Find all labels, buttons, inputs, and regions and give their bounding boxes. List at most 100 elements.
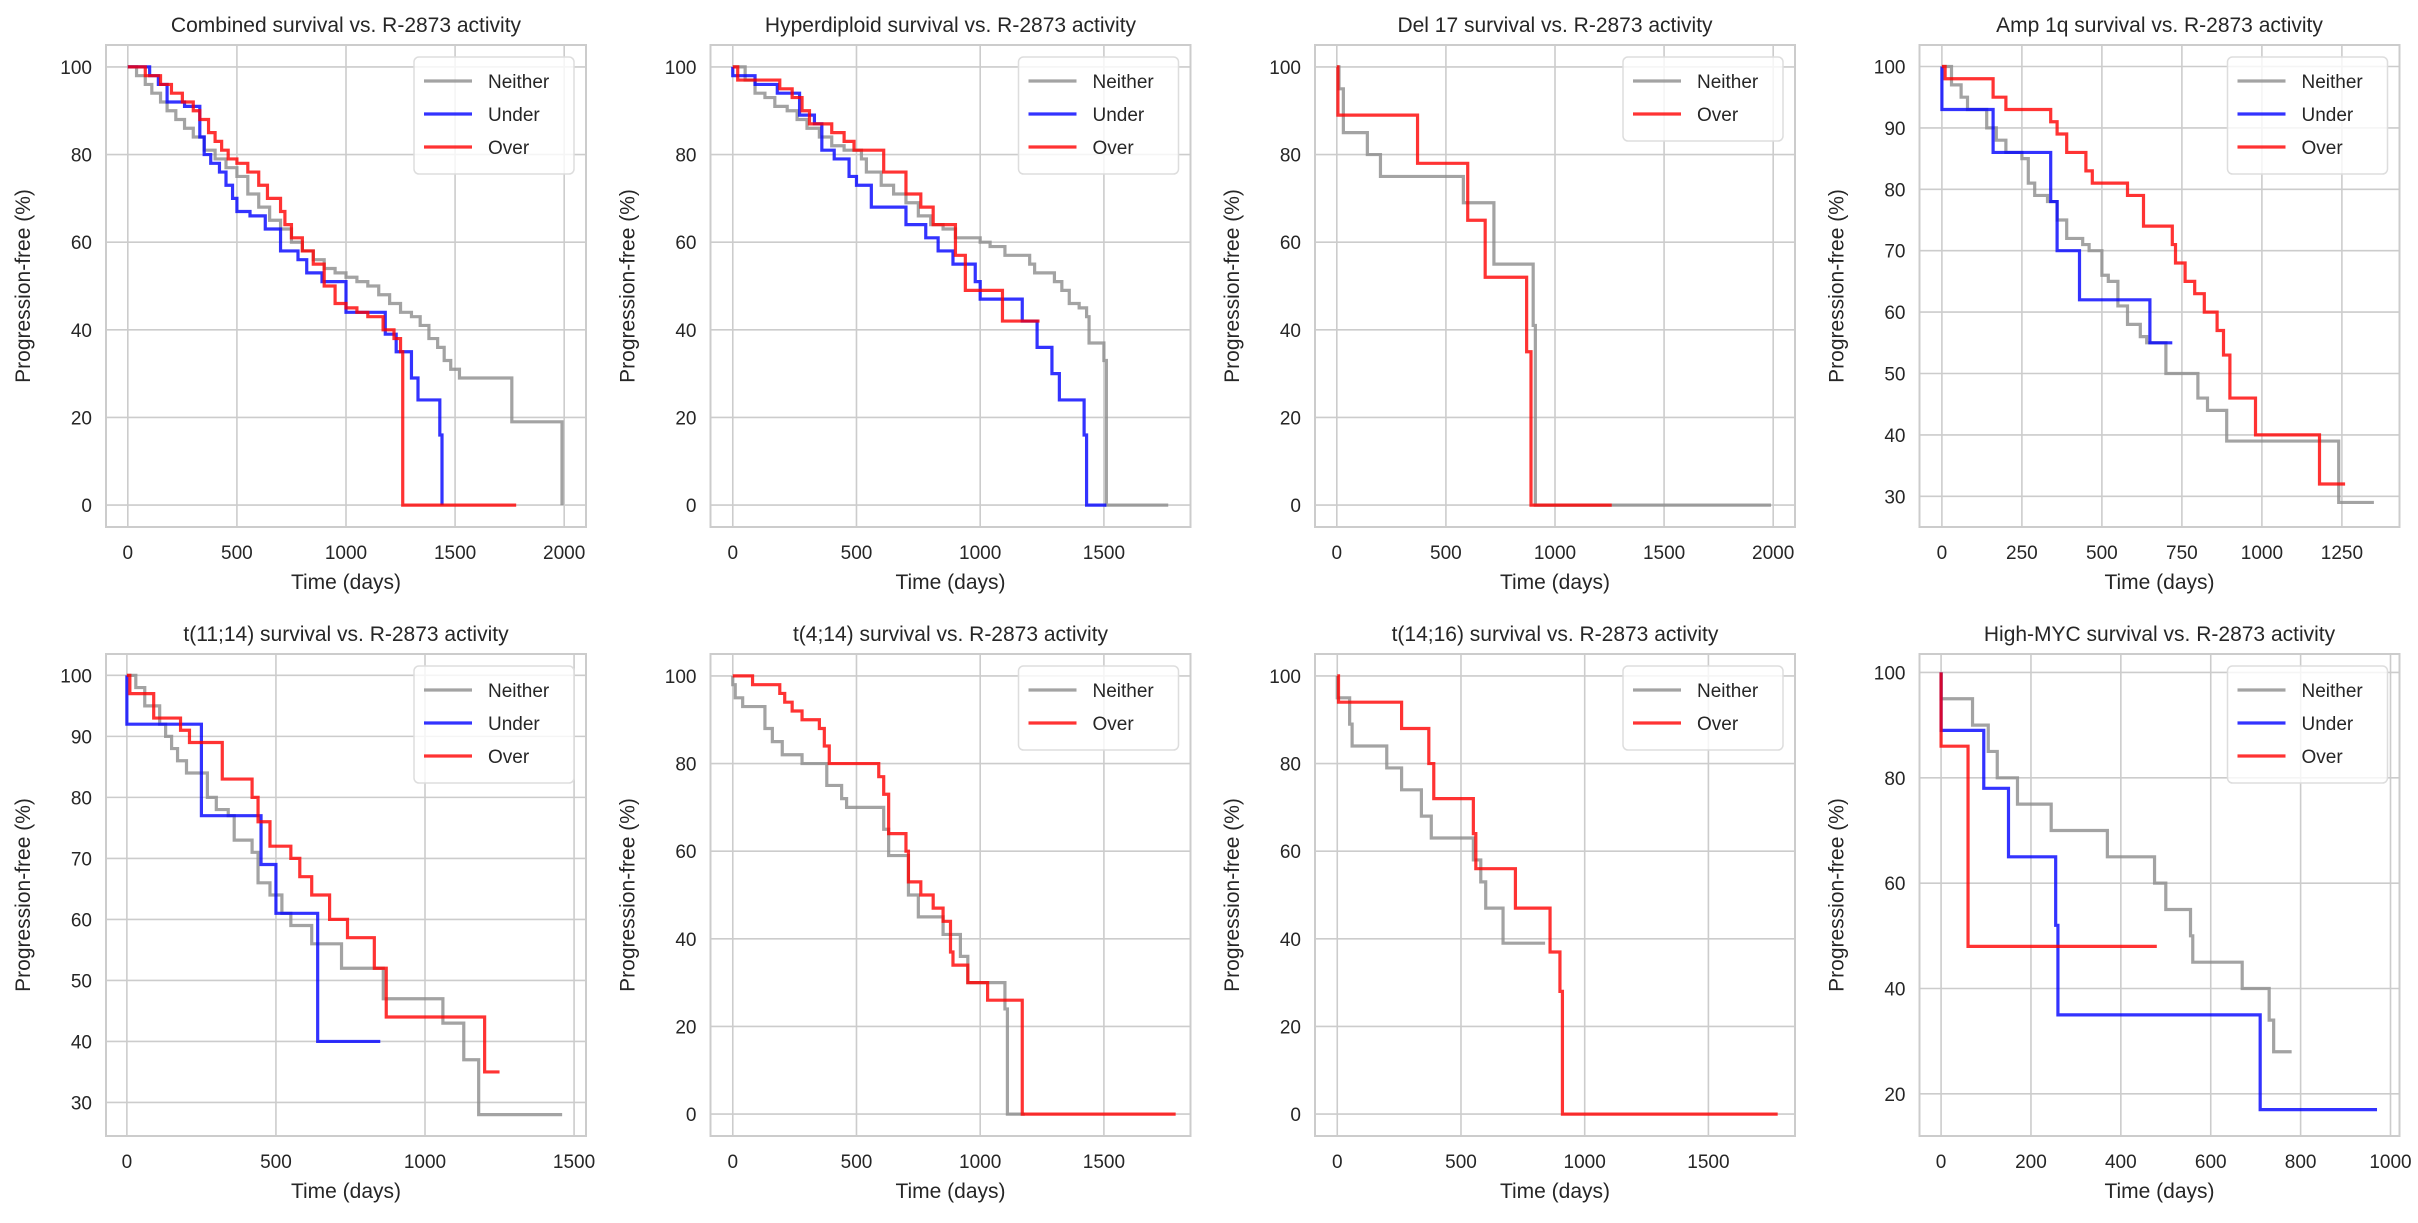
y-tick-label: 80 (1884, 180, 1905, 201)
legend-item-over: Over (2237, 138, 2344, 159)
y-tick-label: 50 (1884, 364, 1905, 385)
legend-item-neither: Neither (1028, 681, 1155, 702)
y-tick-label: 0 (81, 496, 92, 517)
legend-label: Neither (1093, 72, 1155, 93)
legend-item-neither: Neither (424, 681, 550, 702)
x-axis-label: Time (days) (895, 571, 1005, 594)
series-line-over (1939, 672, 2157, 948)
legend-item-under: Under (2237, 714, 2354, 735)
x-tick-label: 1250 (2321, 543, 2363, 564)
x-axis-label: Time (days) (291, 1180, 401, 1203)
legend-label: Under (2302, 714, 2354, 735)
legend-item-under: Under (424, 714, 540, 735)
x-tick-label: 0 (727, 1152, 738, 1173)
chart-panel: 0 500 1000 1500 2000 0 20 40 60 80 100 Combined sur… (12, 14, 587, 594)
x-tick-label: 1000 (1564, 1152, 1606, 1173)
y-tick-label: 70 (71, 849, 92, 870)
legend-item-neither: Neither (424, 72, 550, 93)
x-tick-label: 500 (221, 543, 253, 564)
x-tick-label: 500 (1445, 1152, 1477, 1173)
y-tick-label: 60 (1280, 233, 1301, 254)
x-tick-label: 2000 (1752, 543, 1794, 564)
series-line-over (1941, 64, 2346, 486)
y-tick-label: 60 (1280, 842, 1301, 863)
legend-item-neither: Neither (2237, 681, 2363, 702)
legend-label: Under (488, 105, 540, 126)
y-tick-label: 70 (1884, 242, 1905, 263)
legend-label: Over (488, 138, 530, 159)
chart-title: Hyperdiploid survival vs. R-2873 activit… (765, 14, 1137, 37)
legend: Neither Under Over (413, 665, 575, 784)
y-tick-label: 80 (71, 788, 92, 809)
chart-panel: 0 500 1000 1500 0 20 40 60 80 100 t(14;16) surviva… (1221, 623, 1796, 1203)
x-tick-label: 1500 (553, 1152, 595, 1173)
x-axis-label: Time (days) (291, 571, 401, 594)
legend-item-neither: Neither (1028, 72, 1155, 93)
legend-label: Over (1697, 714, 1739, 735)
legend-item-over: Over (424, 747, 530, 768)
legend-label: Neither (1697, 681, 1759, 702)
chart-panel: 0 500 1000 1500 30 40 50 60 70 80 90 100 t(11;14) su… (12, 623, 595, 1203)
y-axis-label: Progression-free (%) (1221, 798, 1244, 992)
chart-panel: 0 500 1000 1500 0 20 40 60 80 100 t(4;14) survival… (617, 623, 1192, 1203)
y-tick-label: 40 (71, 321, 92, 342)
chart-title: Combined survival vs. R-2873 activity (171, 14, 522, 37)
y-tick-label: 0 (686, 496, 697, 517)
y-tick-label: 20 (1280, 408, 1301, 429)
legend-item-neither: Neither (1633, 72, 1759, 93)
legend-label: Neither (488, 681, 550, 702)
series-line-under (731, 66, 1107, 507)
chart-title: Amp 1q survival vs. R-2873 activity (1996, 14, 2323, 37)
y-tick-label: 80 (675, 146, 696, 167)
y-tick-label: 100 (60, 58, 92, 79)
legend-item-over: Over (1633, 105, 1739, 126)
y-tick-label: 40 (71, 1032, 92, 1053)
x-tick-label: 1000 (325, 543, 367, 564)
y-tick-label: 100 (1269, 667, 1301, 688)
legend: Neither Under Over (2226, 56, 2389, 175)
x-tick-label: 800 (2285, 1152, 2317, 1173)
legend-label: Under (2302, 105, 2354, 126)
y-tick-label: 0 (686, 1105, 697, 1126)
x-tick-label: 1500 (1643, 543, 1685, 564)
y-tick-label: 80 (1280, 755, 1301, 776)
y-tick-label: 40 (1280, 321, 1301, 342)
y-tick-label: 20 (675, 408, 696, 429)
y-axis-label: Progression-free (%) (12, 189, 35, 383)
series-line-over (1336, 65, 1612, 507)
x-tick-label: 0 (1332, 1152, 1343, 1173)
y-tick-label: 60 (675, 842, 696, 863)
legend-label: Neither (1697, 72, 1759, 93)
plot-frame (709, 653, 1192, 1137)
legend-item-neither: Neither (2237, 72, 2363, 93)
legend: Neither Over (1622, 665, 1784, 751)
series-line-over (1336, 674, 1778, 1116)
x-tick-label: 200 (2015, 1152, 2047, 1173)
y-tick-label: 60 (675, 233, 696, 254)
x-tick-label: 500 (841, 543, 873, 564)
legend-label: Over (2302, 138, 2344, 159)
plot-frame (709, 44, 1192, 528)
series-line-neither (1335, 675, 1546, 945)
y-tick-label: 60 (71, 910, 92, 931)
series-line-under (125, 675, 381, 1044)
y-axis-label: Progression-free (%) (1221, 189, 1244, 383)
y-tick-label: 60 (1884, 303, 1905, 324)
legend-item-neither: Neither (1633, 681, 1759, 702)
chart-panel: 0 500 1000 1500 0 20 40 60 80 100 Hyperdiploid sur… (617, 14, 1192, 594)
x-tick-label: 400 (2105, 1152, 2137, 1173)
series-line-under (127, 65, 444, 506)
y-axis-label: Progression-free (%) (617, 189, 640, 383)
legend-label: Neither (1093, 681, 1155, 702)
x-tick-label: 500 (2086, 543, 2118, 564)
series-line-neither (126, 673, 563, 1117)
chart-panel: 0 500 1000 1500 2000 0 20 40 60 80 100 Del 17 survi… (1221, 14, 1796, 594)
x-tick-label: 0 (123, 543, 134, 564)
x-tick-label: 600 (2195, 1152, 2227, 1173)
y-tick-label: 40 (675, 930, 696, 951)
legend: Neither Under Over (1017, 56, 1180, 175)
legend-item-over: Over (1633, 714, 1739, 735)
x-tick-label: 750 (2166, 543, 2198, 564)
